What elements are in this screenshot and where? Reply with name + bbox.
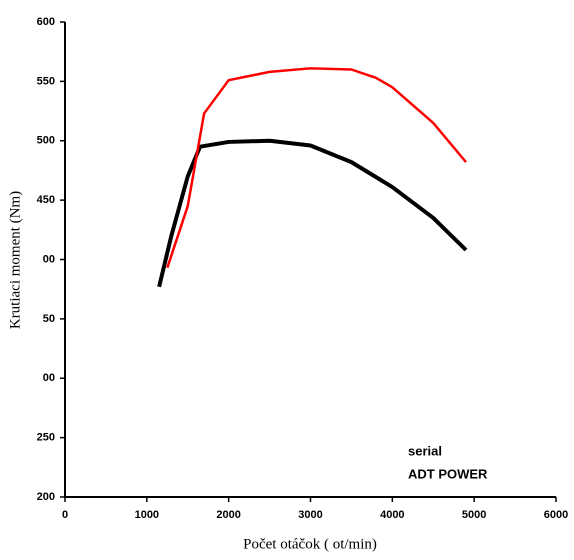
y-tick-label: 00 — [43, 372, 55, 384]
x-axis-label: Počet otáčok ( ot/min) — [243, 536, 377, 552]
series-line — [166, 67, 467, 269]
y-tick-label: 450 — [37, 194, 55, 206]
y-tick-label: 200 — [37, 491, 55, 503]
legend-label: ADT POWER — [408, 466, 488, 481]
x-tick-label: 6000 — [544, 509, 568, 521]
x-tick-label: 2000 — [216, 509, 240, 521]
y-axis-label: Krutiaci moment (Nm) — [7, 191, 23, 329]
y-tick-label: 600 — [37, 16, 55, 28]
x-tick-label: 3000 — [298, 509, 322, 521]
y-tick-label: 500 — [37, 135, 55, 147]
x-tick-label: 1000 — [135, 509, 159, 521]
x-tick-label: 4000 — [380, 509, 404, 521]
y-tick-label: 50 — [43, 313, 55, 325]
y-tick-label: 250 — [37, 432, 55, 444]
x-tick-label: 0 — [62, 509, 68, 521]
x-tick-label: 5000 — [462, 509, 486, 521]
y-tick-label: 550 — [37, 75, 55, 87]
y-tick-label: 00 — [43, 253, 55, 265]
legend-label: serial — [408, 443, 442, 458]
series-line — [157, 138, 468, 288]
